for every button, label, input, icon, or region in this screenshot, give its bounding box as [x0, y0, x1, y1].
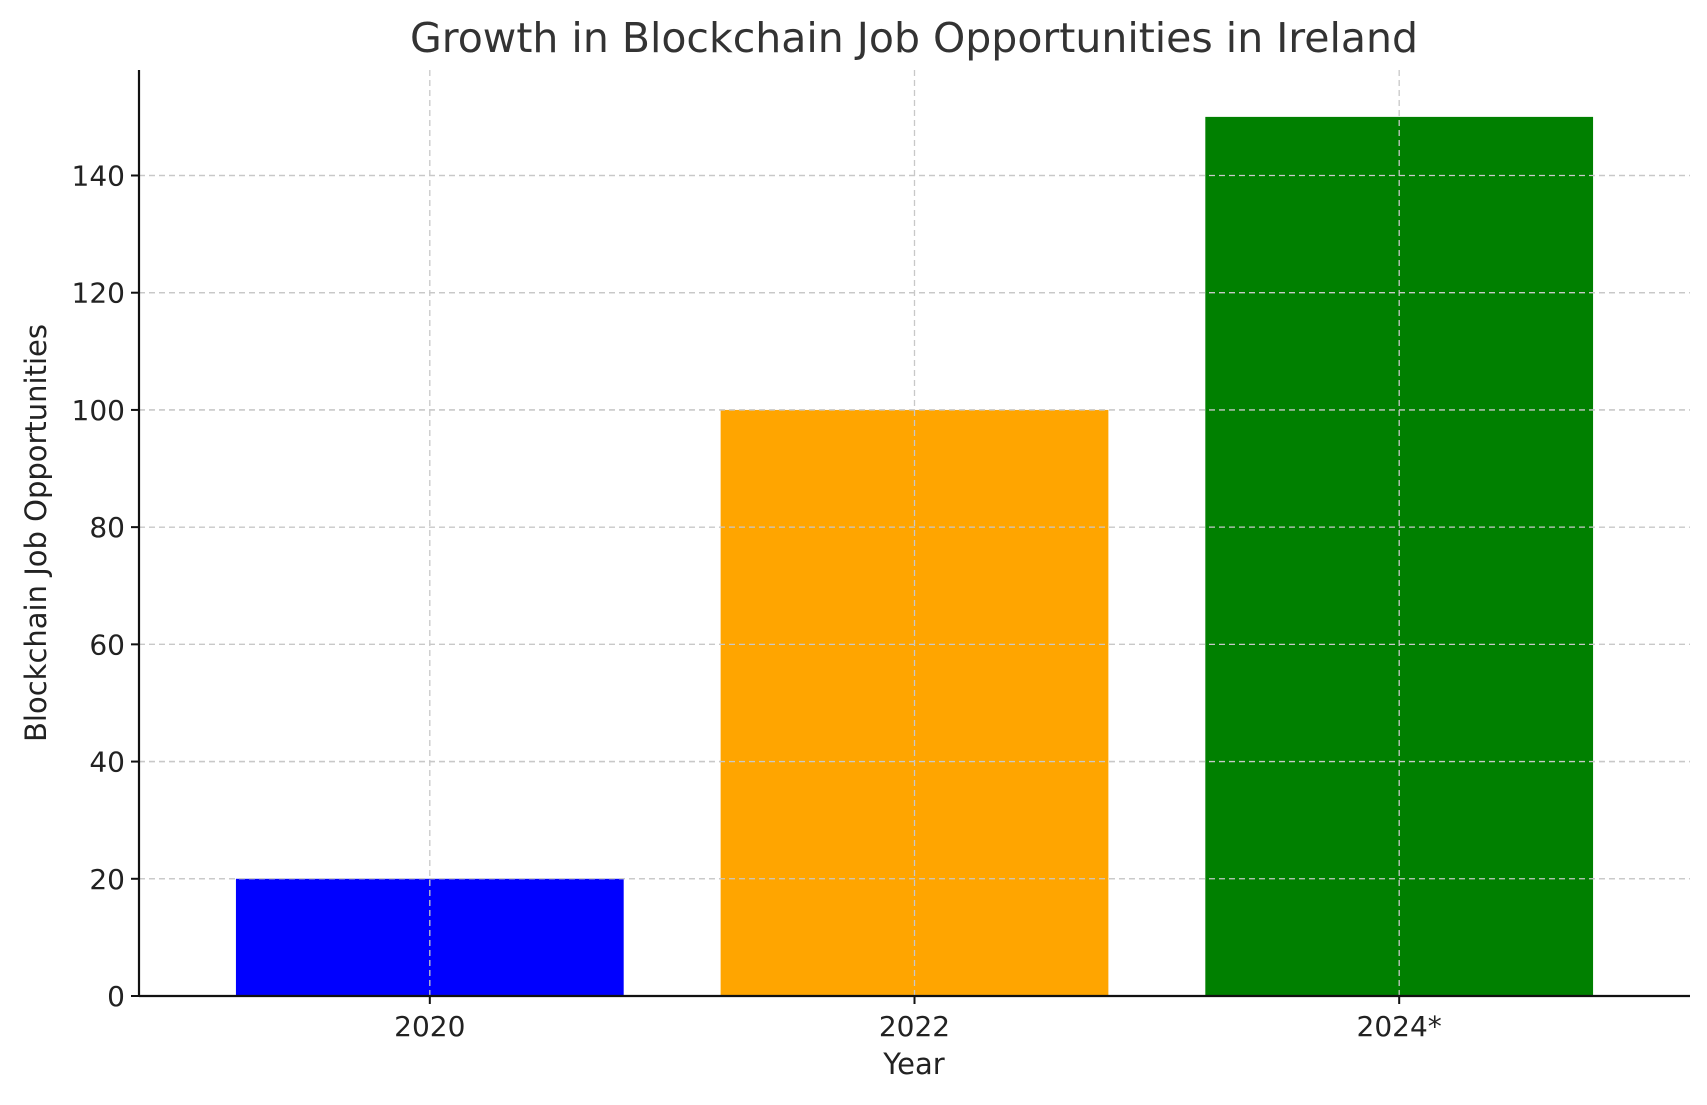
y-tick-label: 140 — [72, 159, 125, 192]
y-axis-label: Blockchain Job Opportunities — [19, 324, 53, 742]
y-tick-label: 0 — [107, 980, 125, 1013]
y-tick-label: 60 — [89, 628, 125, 661]
bar — [235, 878, 624, 996]
ticks: 0 20 40 60 80 100 120 140 2020 2022 2024* — [72, 159, 1442, 1043]
x-tick-label: 2022 — [879, 1010, 950, 1043]
bars — [139, 70, 1690, 996]
y-tick-label: 120 — [72, 277, 125, 310]
chart-title: Growth in Blockchain Job Opportunities i… — [410, 14, 1418, 62]
x-tick-label: 2020 — [394, 1010, 465, 1043]
y-tick-label: 80 — [89, 511, 125, 544]
x-tick-label: 2024* — [1357, 1010, 1442, 1043]
y-tick-label: 40 — [89, 746, 125, 779]
x-axis-label: Year — [882, 1047, 944, 1081]
y-tick-label: 20 — [89, 863, 125, 896]
y-tick-label: 100 — [72, 394, 125, 427]
